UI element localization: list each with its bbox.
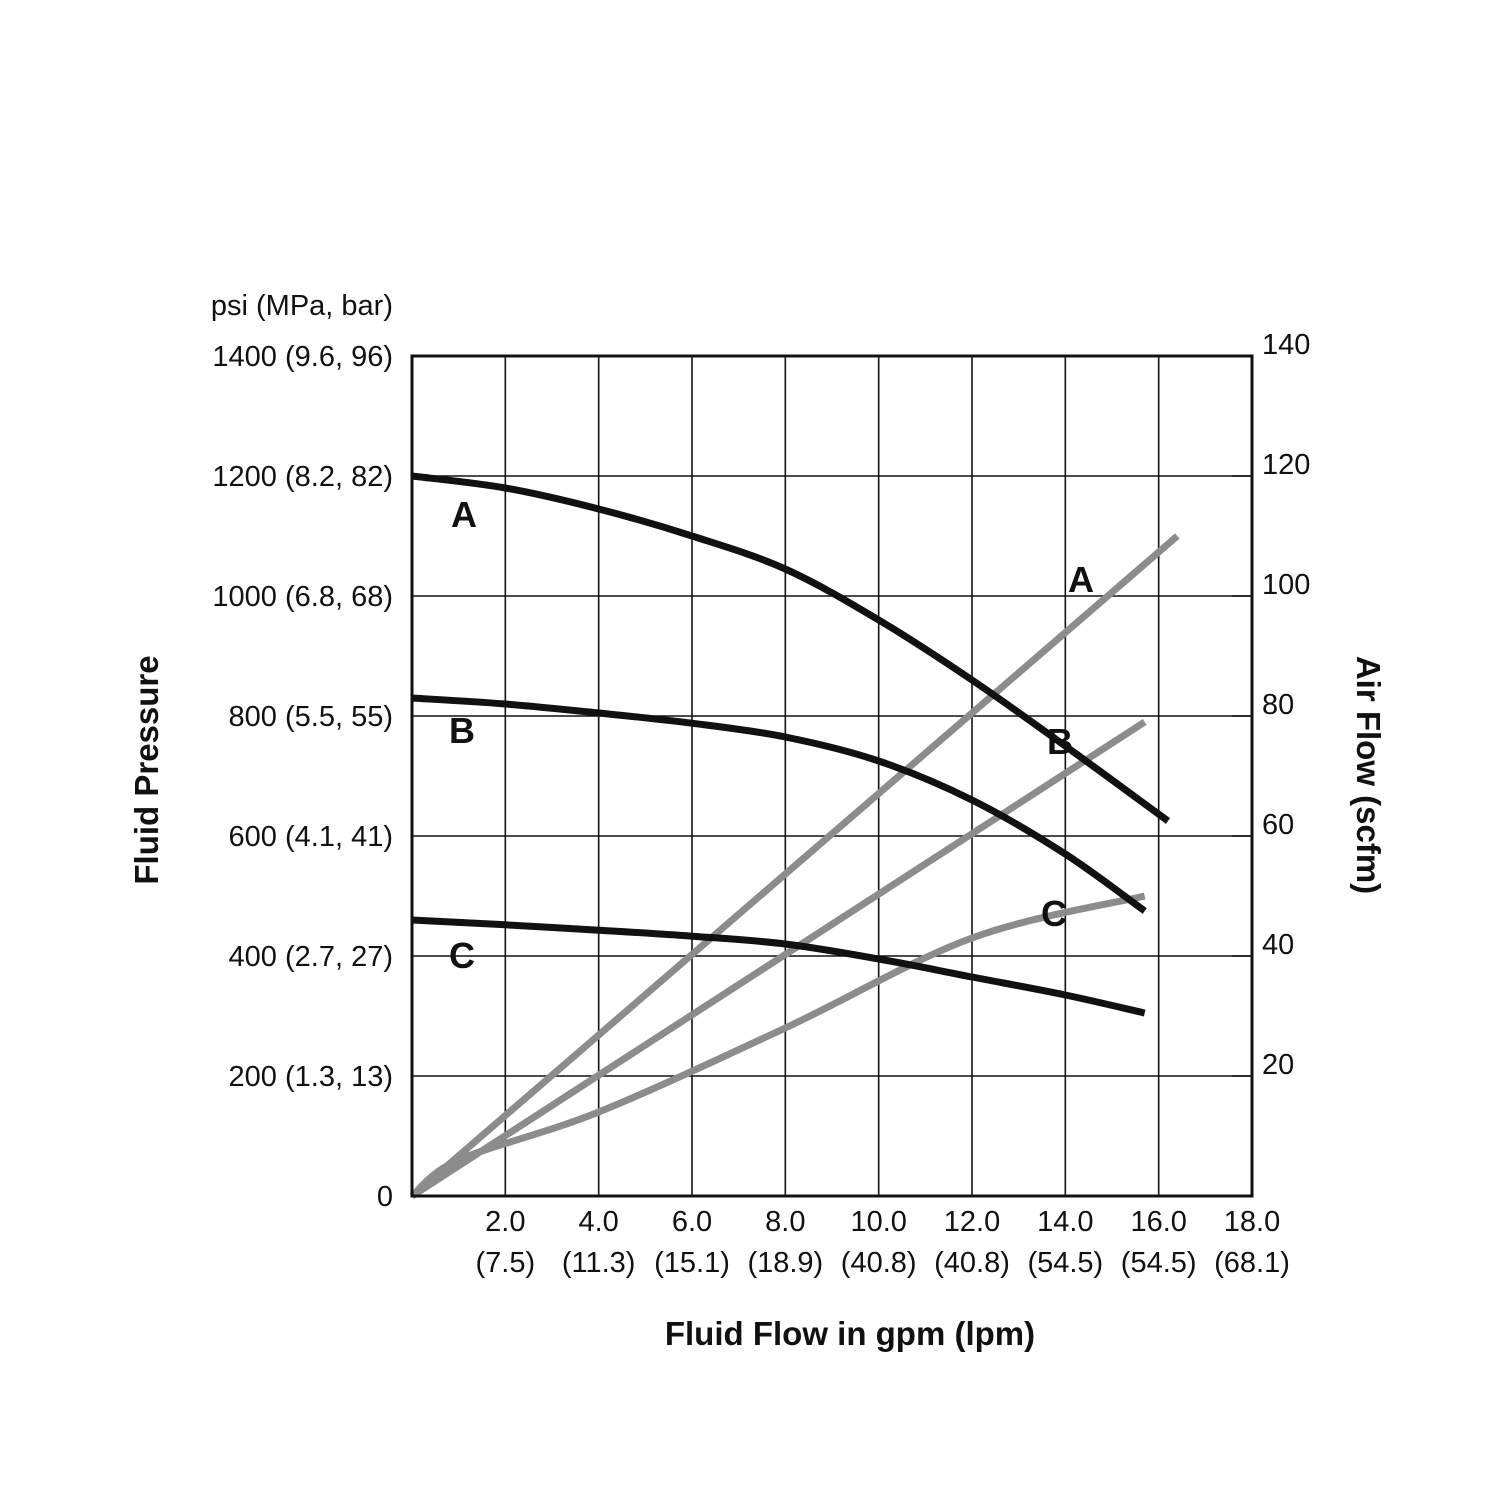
pressure-curve-c: [411, 916, 1146, 1017]
y-left-tick-label: 1000 (6.8, 68): [212, 581, 393, 613]
y-left-tick-label: 800 (5.5, 55): [229, 701, 393, 733]
y-left-axis-title: Fluid Pressure: [128, 655, 165, 884]
y-right-tick-label: 80: [1262, 689, 1294, 721]
x-tick-sublabel: (15.1): [654, 1247, 730, 1279]
y-left-tick-label: 0: [377, 1181, 393, 1213]
airflow-label-c: C: [1041, 893, 1067, 934]
x-axis-title: Fluid Flow in gpm (lpm): [665, 1315, 1035, 1352]
airflow-curve-a: [409, 533, 1180, 1199]
chart-curves: [409, 472, 1180, 1199]
airflow-curve-c: [409, 892, 1146, 1199]
x-tick-label: 6.0: [672, 1206, 712, 1238]
pressure-label-a: A: [451, 494, 477, 535]
x-tick-sublabel: (18.9): [747, 1247, 823, 1279]
y-right-tick-label: 100: [1262, 569, 1310, 601]
y-right-tick-label: 120: [1262, 449, 1310, 481]
x-tick-label: 14.0: [1037, 1206, 1093, 1238]
y-right-tick-label: 40: [1262, 929, 1294, 961]
y-left-tick-label: 600 (4.1, 41): [229, 821, 393, 853]
y-left-tick-label: 200 (1.3, 13): [229, 1061, 393, 1093]
y-right-tick-label: 60: [1262, 809, 1294, 841]
pressure-label-b: B: [449, 710, 475, 751]
airflow-curve-b: [410, 719, 1147, 1199]
pressure-curve-b: [411, 694, 1147, 914]
plot-frame: [410, 354, 1254, 1198]
x-tick-label: 8.0: [765, 1206, 805, 1238]
y-right-axis-title: Air Flow (scfm): [1350, 656, 1387, 894]
y-left-tick-label: 1200 (8.2, 82): [212, 461, 393, 493]
y-right-tick-label: 20: [1262, 1049, 1294, 1081]
y-left-unit-label: psi (MPa, bar): [211, 290, 393, 322]
chart-grid: [412, 356, 1252, 1196]
x-tick-label: 16.0: [1130, 1206, 1186, 1238]
y-right-tick-label: 140: [1262, 329, 1310, 361]
curve-labels: A B C A B C: [449, 494, 1094, 976]
x-tick-sublabel: (7.5): [476, 1247, 536, 1279]
pressure-label-c: C: [449, 935, 475, 976]
x-tick-sublabel: (54.5): [1121, 1247, 1197, 1279]
airflow-label-b: B: [1047, 721, 1073, 762]
y-left-tick-label: 400 (2.7, 27): [229, 941, 393, 973]
x-tick-label: 12.0: [944, 1206, 1000, 1238]
x-tick-sublabel: (40.8): [934, 1247, 1010, 1279]
pressure-curve-a: [411, 472, 1171, 824]
x-tick-sublabel: (40.8): [841, 1247, 917, 1279]
x-tick-sublabel: (11.3): [562, 1247, 636, 1279]
x-tick-sublabel: (54.5): [1027, 1247, 1103, 1279]
x-tick-label: 18.0: [1224, 1206, 1280, 1238]
y-left-tick-label: 1400 (9.6, 96): [212, 341, 393, 373]
x-tick-label: 2.0: [485, 1206, 525, 1238]
x-tick-sublabel: (68.1): [1214, 1247, 1290, 1279]
airflow-label-a: A: [1068, 559, 1094, 600]
x-tick-label: 10.0: [850, 1206, 906, 1238]
x-tick-label: 4.0: [579, 1206, 619, 1238]
tick-labels: 2.0 (7.5) 4.0 (11.3) 6.0 (15.1) 8.0 (18.9) 10.0 (…: [212, 329, 1310, 1279]
